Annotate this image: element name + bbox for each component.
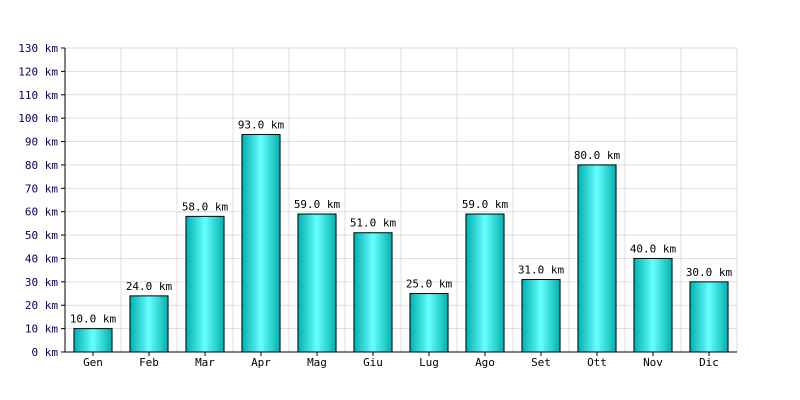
y-tick-label: 40 km: [25, 252, 58, 265]
x-tick-label: Apr: [251, 356, 271, 369]
x-tick-label: Dic: [699, 356, 719, 369]
bar: [689, 281, 729, 353]
y-tick-label: 100 km: [18, 112, 58, 125]
x-tick-label: Mar: [195, 356, 215, 369]
y-tick-label: 70 km: [25, 182, 58, 195]
bar: [409, 293, 449, 353]
data-label: 51.0 km: [350, 217, 397, 230]
bar: [353, 232, 393, 353]
grid: [64, 47, 738, 353]
bar: [297, 213, 337, 353]
data-label: 30.0 km: [686, 266, 733, 279]
y-tick-label: 120 km: [18, 65, 58, 78]
y-tick-label: 60 km: [25, 206, 58, 219]
labels: 0 km 10 km 20 km 30 km 40 km 50 km 60 km 70 km 8…: [18, 42, 732, 369]
bar: [465, 213, 505, 353]
data-label: 24.0 km: [126, 280, 173, 293]
x-tick-label: Lug: [419, 356, 439, 369]
y-tick-label: 90 km: [25, 136, 58, 149]
data-label: 40.0 km: [630, 242, 677, 255]
x-tick-label: Set: [531, 356, 551, 369]
data-label: 31.0 km: [518, 264, 565, 277]
data-label: 25.0 km: [406, 278, 453, 291]
y-tick-label: 110 km: [18, 89, 58, 102]
bar: [185, 215, 225, 353]
x-tick-label: Feb: [139, 356, 159, 369]
axes: [61, 47, 737, 356]
x-tick-label: Giu: [363, 356, 383, 369]
x-tick-label: Ago: [475, 356, 495, 369]
bar: [521, 279, 561, 353]
y-tick-label: 130 km: [18, 42, 58, 55]
data-label: 93.0 km: [238, 119, 285, 132]
y-tick-label: 50 km: [25, 229, 58, 242]
data-label: 59.0 km: [462, 198, 509, 211]
bar: [73, 328, 113, 353]
x-tick-label: Ott: [587, 356, 607, 369]
y-tick-label: 10 km: [25, 323, 58, 336]
bar: [241, 134, 281, 353]
data-label: 58.0 km: [182, 200, 229, 213]
data-label: 80.0 km: [574, 149, 621, 162]
y-tick-label: 80 km: [25, 159, 58, 172]
x-tick-label: Mag: [307, 356, 327, 369]
bars: [73, 134, 729, 353]
y-tick-label: 20 km: [25, 299, 58, 312]
bar: [633, 257, 673, 353]
bar: [577, 164, 617, 353]
x-tick-label: Gen: [83, 356, 103, 369]
bar: [129, 295, 169, 353]
y-tick-label: 30 km: [25, 276, 58, 289]
data-label: 10.0 km: [70, 313, 117, 326]
data-label: 59.0 km: [294, 198, 341, 211]
y-tick-label: 0 km: [32, 346, 59, 359]
x-tick-label: Nov: [643, 356, 663, 369]
